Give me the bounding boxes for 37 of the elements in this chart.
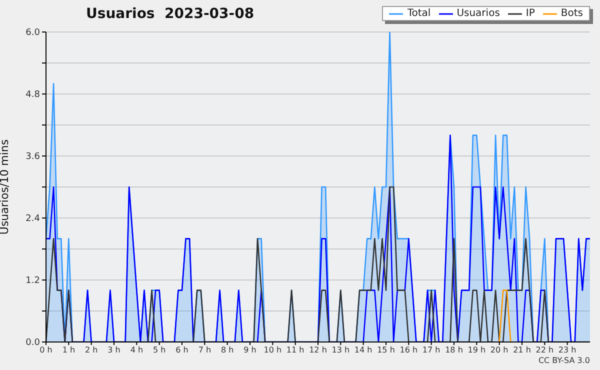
x-tick-label: 11 h xyxy=(286,346,304,355)
x-tick-label: 4 h xyxy=(130,346,144,355)
legend-label: Bots xyxy=(560,8,583,19)
y-axis-title: Usuarios/10 mins xyxy=(0,139,11,235)
x-tick-label: 21 h xyxy=(513,346,531,355)
x-tick-label: 5 h xyxy=(152,346,166,355)
text: CC BY-SA 3.0 xyxy=(538,356,590,365)
x-tick-label: 12 h xyxy=(309,346,327,355)
x-tick-label: 18 h xyxy=(445,346,463,355)
legend-label: Total xyxy=(406,8,431,19)
x-tick-label: 0 h xyxy=(40,346,52,355)
x-tick-label: 10 h xyxy=(264,346,282,355)
x-tick-label: 3 h xyxy=(108,346,120,355)
x-tick-label: 7 h xyxy=(198,346,212,355)
legend-label: IP xyxy=(524,8,535,19)
y-tick-label: 0.0 xyxy=(26,338,40,348)
x-tick-label: 8 h xyxy=(220,346,234,355)
x-tick-label: 9 h xyxy=(244,346,256,355)
x-tick-label: 19 h xyxy=(468,346,486,355)
x-tick-label: 15 h xyxy=(377,346,395,355)
x-tick-label: 22 h xyxy=(536,346,554,355)
x-tick-label: 17 h xyxy=(422,346,440,355)
y-tick-label: 6.0 xyxy=(26,28,40,38)
x-tick-label: 13 h xyxy=(332,346,350,355)
x-tick-label: 14 h xyxy=(354,346,372,355)
y-tick-label: 1.2 xyxy=(26,276,40,286)
x-tick-label: 23 h xyxy=(558,346,576,355)
x-tick-label: 20 h xyxy=(490,346,508,355)
y-tick-label: 3.6 xyxy=(26,152,40,162)
y-tick-label: 4.8 xyxy=(26,90,40,100)
chart-title: Usuarios 2023-03-08 xyxy=(86,6,254,22)
legend-label: Usuarios xyxy=(456,8,500,19)
x-tick-label: 6 h xyxy=(176,346,188,355)
x-tick-label: 2 h xyxy=(84,346,98,355)
y-tick-label: 2.4 xyxy=(26,214,40,224)
x-tick-label: 1 h xyxy=(62,346,76,355)
x-tick-label: 16 h xyxy=(400,346,418,355)
